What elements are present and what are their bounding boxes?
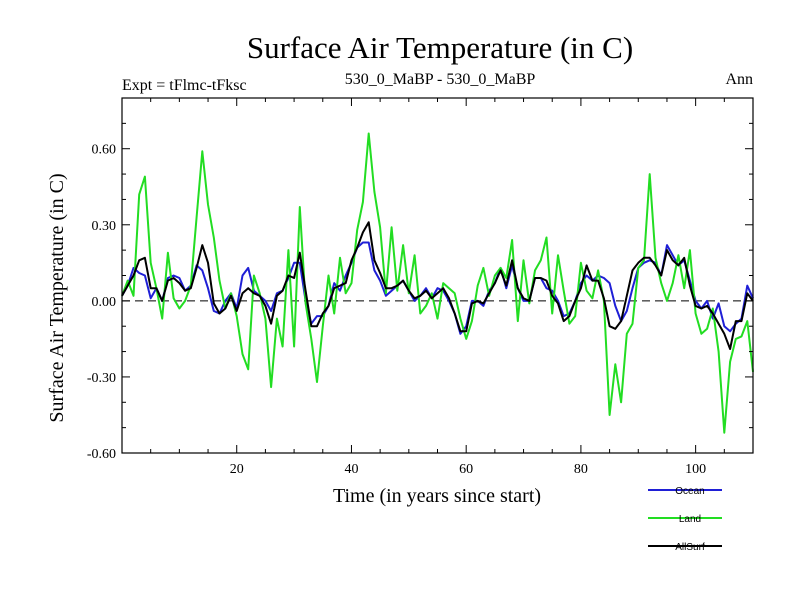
- legend: Ocean Land AllSurf: [648, 486, 722, 553]
- subtitle-center: 530_0_MaBP - 530_0_MaBP: [345, 71, 536, 88]
- x-tick-label: 40: [344, 462, 358, 477]
- subtitle-left: Expt = tFlmc-tFksc: [122, 77, 247, 94]
- x-tick-label: 100: [685, 462, 706, 477]
- legend-label-land: Land: [679, 514, 701, 525]
- subtitle-right: Ann: [725, 71, 753, 88]
- chart-title: Surface Air Temperature (in C): [247, 30, 633, 65]
- x-tick-label: 60: [459, 462, 473, 477]
- plot-frame: [121, 97, 754, 454]
- y-tick-label: 0.60: [92, 143, 117, 158]
- y-tick-label: 0.00: [92, 295, 117, 310]
- series-line-allsurf: [121, 221, 754, 350]
- legend-label-allsurf: AllSurf: [675, 542, 705, 553]
- series-line-land: [121, 132, 754, 434]
- y-tick-label: -0.60: [87, 447, 116, 462]
- y-tick-label: 0.30: [92, 219, 117, 234]
- y-tick-label: -0.30: [87, 371, 116, 386]
- y-axis-label: Surface Air Temperature (in C): [46, 173, 68, 422]
- x-tick-label: 20: [230, 462, 244, 477]
- x-axis-label: Time (in years since start): [333, 485, 541, 507]
- legend-label-ocean: Ocean: [675, 486, 704, 497]
- series-line-ocean: [121, 241, 754, 335]
- x-tick-label: 80: [574, 462, 588, 477]
